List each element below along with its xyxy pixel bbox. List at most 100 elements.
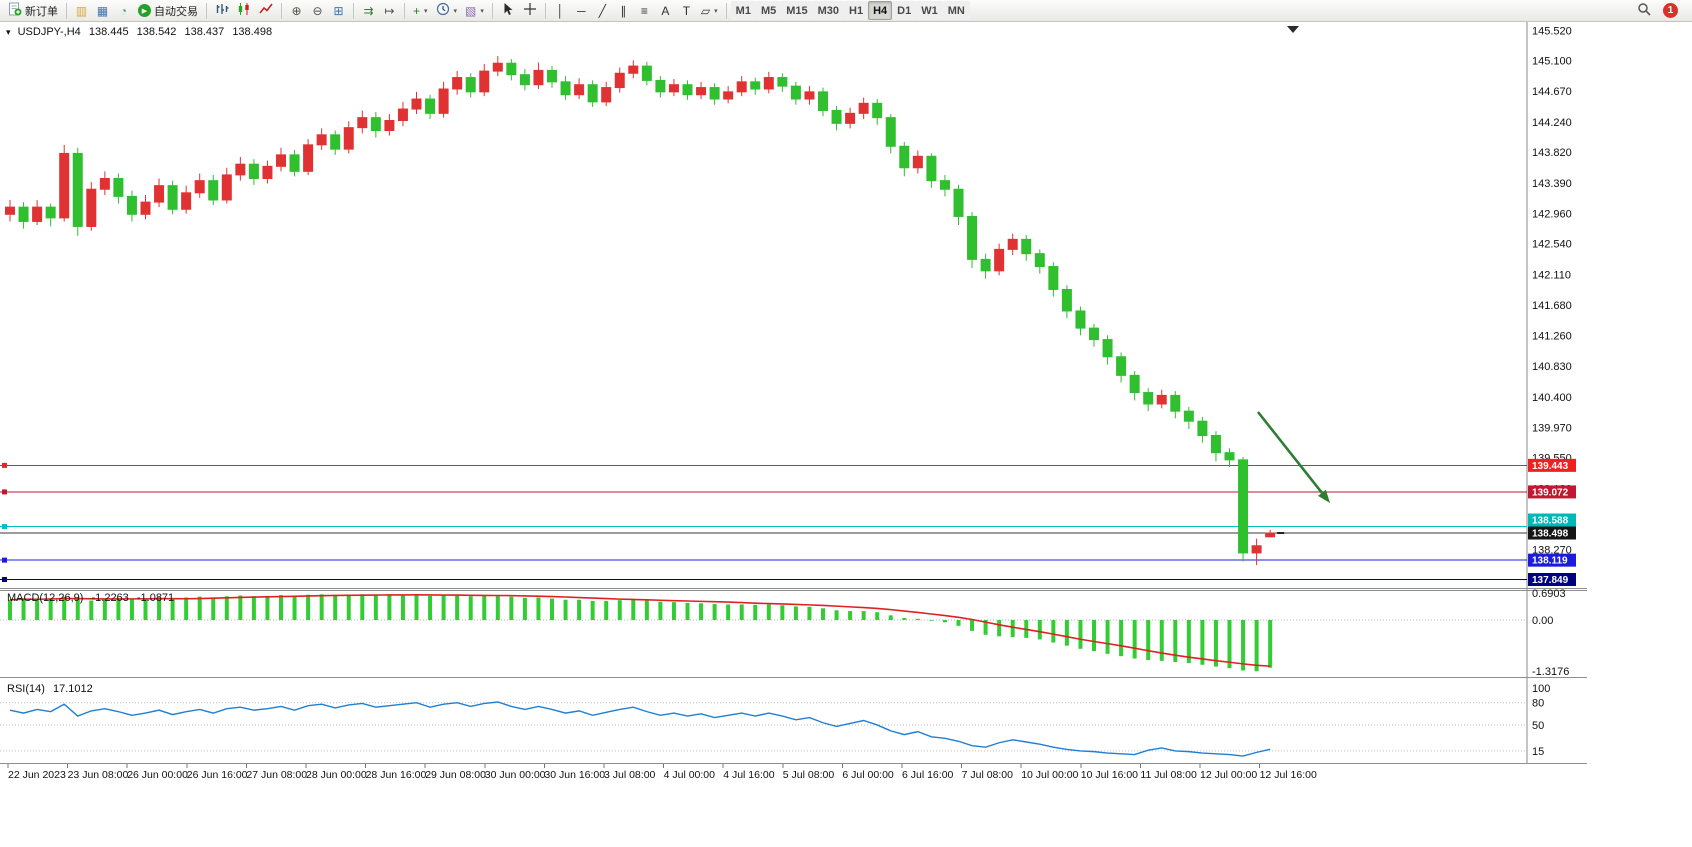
- timeframe-M15[interactable]: M15: [781, 1, 813, 20]
- bar-chart-button[interactable]: [211, 1, 233, 20]
- chart-title: ▾ USDJPY-,H4 138.445 138.542 138.437 138…: [6, 26, 272, 38]
- time-axis-label[interactable]: 29 Jun 08:00: [425, 769, 486, 781]
- autotrading-button-label: 自动交易: [154, 5, 198, 18]
- market-watch-button[interactable]: ▦: [92, 1, 113, 20]
- candle-body: [533, 69, 544, 86]
- candle-body: [221, 174, 232, 201]
- candlestick-chart-button[interactable]: [233, 1, 255, 20]
- time-axis-label[interactable]: 28 Jun 16:00: [366, 769, 427, 781]
- new-order-button[interactable]: 新订单: [4, 1, 62, 20]
- timeframe-M5[interactable]: M5: [755, 1, 782, 20]
- one-click-trading-toggle[interactable]: ▾: [6, 27, 11, 37]
- ohlc-open: 138.445: [88, 26, 129, 38]
- timeframe-M30[interactable]: M30: [812, 1, 845, 20]
- time-axis-label[interactable]: 26 Jun 16:00: [187, 769, 248, 781]
- timeframe-M1[interactable]: M1: [730, 1, 756, 20]
- candle-body: [316, 134, 327, 146]
- shapes-icon: ▱: [700, 3, 711, 18]
- time-axis-label[interactable]: 5 Jul 08:00: [783, 769, 835, 781]
- candle-body: [18, 206, 29, 222]
- time-axis-label[interactable]: 4 Jul 16:00: [723, 769, 775, 781]
- price-tag-text: 138.498: [1532, 529, 1569, 540]
- line-handle[interactable]: [2, 462, 7, 468]
- text-button[interactable]: A: [655, 1, 676, 20]
- time-axis-label[interactable]: 30 Jun 16:00: [544, 769, 605, 781]
- price-line-tag[interactable]: [1528, 485, 1576, 499]
- crosshair-button[interactable]: [519, 1, 541, 20]
- vertical-line-button[interactable]: │: [550, 1, 571, 20]
- time-axis-label[interactable]: 30 Jun 00:00: [485, 769, 546, 781]
- periods-button[interactable]: ▾: [432, 1, 462, 20]
- candle-body: [465, 77, 476, 93]
- time-axis-label[interactable]: 26 Jun 00:00: [127, 769, 188, 781]
- time-axis-label[interactable]: 7 Jul 08:00: [962, 769, 1014, 781]
- autotrading-button[interactable]: ▶ 自动交易: [134, 1, 202, 20]
- channel-button[interactable]: ∥: [613, 1, 634, 20]
- shapes-button[interactable]: ▱ ▾: [697, 1, 722, 20]
- timeframe-D1[interactable]: D1: [892, 1, 917, 20]
- trendline-button[interactable]: ╱: [592, 1, 613, 20]
- time-axis-label[interactable]: 11 Jul 08:00: [1140, 769, 1197, 781]
- text-label-button[interactable]: T: [676, 1, 697, 20]
- horizontal-line-icon: ─: [577, 3, 586, 18]
- horizontal-line-button[interactable]: ─: [571, 1, 592, 20]
- tile-windows-button[interactable]: ⊞: [328, 1, 349, 20]
- price-line-tag[interactable]: [1528, 572, 1576, 586]
- candle-body: [953, 188, 964, 217]
- search-button[interactable]: [1633, 1, 1655, 20]
- macd-main-value: -1.2263: [91, 592, 129, 604]
- navigator-button[interactable]: ◔: [113, 1, 134, 20]
- auto-scroll-button[interactable]: ⇉: [358, 1, 379, 20]
- timeframe-H1[interactable]: H1: [844, 1, 869, 20]
- trend-arrow-shaft[interactable]: [1256, 411, 1323, 494]
- candle-body: [167, 185, 178, 210]
- line-handle[interactable]: [2, 489, 7, 495]
- time-axis-label[interactable]: 6 Jul 00:00: [842, 769, 894, 781]
- chart-shift-button[interactable]: ↦: [379, 1, 400, 20]
- zoom-out-button[interactable]: ⊖: [307, 1, 328, 20]
- time-axis-label[interactable]: 12 Jul 00:00: [1200, 769, 1257, 781]
- timeframe-H4[interactable]: H4: [868, 1, 893, 20]
- new-order-icon: [8, 2, 22, 19]
- notification-badge[interactable]: 1: [1663, 3, 1678, 18]
- time-axis-label[interactable]: 4 Jul 00:00: [664, 769, 716, 781]
- timeframe-W1[interactable]: W1: [916, 1, 943, 20]
- line-handle[interactable]: [2, 576, 7, 582]
- fibonacci-button[interactable]: ≡: [634, 1, 655, 20]
- line-chart-button[interactable]: [255, 1, 277, 20]
- time-axis-label[interactable]: 27 Jun 08:00: [246, 769, 307, 781]
- time-axis-label[interactable]: 22 Jun 2023: [8, 769, 66, 781]
- zoom-in-button[interactable]: ⊕: [286, 1, 307, 20]
- chart-shift-marker[interactable]: [1287, 26, 1299, 33]
- candle-body: [59, 152, 70, 219]
- candle-body: [72, 152, 83, 227]
- time-axis-label[interactable]: 23 Jun 08:00: [68, 769, 129, 781]
- trend-arrow-head[interactable]: [1318, 489, 1330, 503]
- time-axis-label[interactable]: 10 Jul 00:00: [1021, 769, 1078, 781]
- charts-profile-button[interactable]: ▥: [71, 1, 92, 20]
- timeframe-MN[interactable]: MN: [942, 1, 970, 20]
- time-axis-label[interactable]: 28 Jun 00:00: [306, 769, 367, 781]
- price-line-tag[interactable]: [1528, 458, 1576, 472]
- vertical-line-icon: │: [556, 3, 565, 18]
- price-line-tag[interactable]: [1528, 513, 1576, 527]
- templates-button[interactable]: ▧ ▾: [461, 1, 488, 20]
- cursor-button[interactable]: [497, 1, 519, 20]
- chevron-down-icon: ▾: [424, 7, 428, 15]
- bid-price-tag[interactable]: [1528, 526, 1576, 540]
- indicators-button[interactable]: + ▾: [409, 1, 432, 20]
- macd-axis-label: 0.6903: [1532, 588, 1566, 600]
- time-axis-label[interactable]: 6 Jul 16:00: [902, 769, 954, 781]
- time-axis-label[interactable]: 12 Jul 16:00: [1260, 769, 1317, 781]
- time-axis-label[interactable]: 3 Jul 08:00: [604, 769, 656, 781]
- time-axis-label[interactable]: 10 Jul 16:00: [1081, 769, 1138, 781]
- line-handle[interactable]: [2, 524, 7, 530]
- candle-body: [547, 69, 557, 83]
- candle-body: [1170, 394, 1181, 412]
- line-handle[interactable]: [2, 557, 7, 563]
- price-line-tag[interactable]: [1528, 553, 1576, 567]
- candle-body: [939, 180, 950, 190]
- toolbar-separator: [725, 2, 727, 19]
